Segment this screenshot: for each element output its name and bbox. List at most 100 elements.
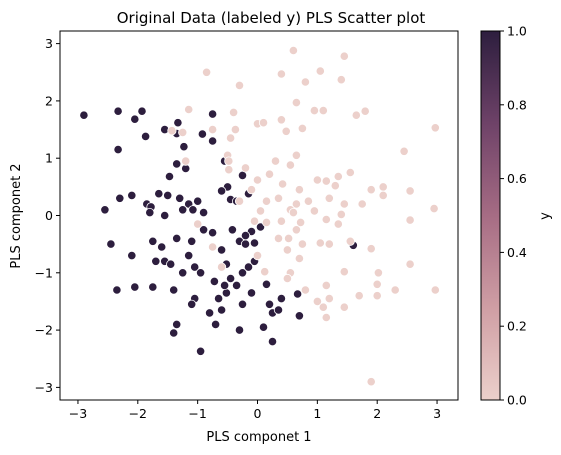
x-tick-label: 3 — [433, 406, 441, 421]
data-point — [321, 214, 331, 225]
colorbar-tick-label: 0.8 — [507, 97, 527, 112]
data-point — [312, 175, 322, 185]
data-point — [184, 104, 194, 115]
x-tick-label: −2 — [129, 406, 147, 421]
data-point — [199, 208, 209, 218]
data-point — [264, 169, 275, 179]
data-point — [217, 305, 227, 315]
data-point — [79, 110, 89, 120]
colorbar-axis: 0.0 0.2 0.4 0.6 0.8 1.0 — [500, 24, 527, 408]
data-point — [378, 182, 388, 192]
data-point — [252, 175, 263, 185]
data-point — [261, 217, 272, 227]
data-point — [249, 238, 260, 248]
data-point — [357, 199, 367, 209]
data-point — [243, 262, 254, 272]
data-point — [282, 273, 292, 284]
data-point — [294, 185, 304, 195]
data-point — [208, 109, 218, 119]
data-point — [130, 282, 140, 292]
y-axis: −3 −2 −1 0 1 2 3 — [35, 36, 60, 395]
data-point — [309, 206, 319, 216]
data-point — [339, 51, 349, 61]
data-point — [112, 285, 122, 295]
data-point — [300, 285, 310, 295]
data-point — [246, 288, 257, 298]
data-point — [211, 319, 221, 329]
data-point — [366, 244, 376, 254]
data-point — [288, 45, 298, 56]
data-point — [115, 193, 125, 203]
data-point — [220, 280, 230, 290]
data-point — [202, 67, 212, 77]
data-point — [345, 167, 355, 178]
data-point — [179, 142, 189, 152]
data-point — [294, 311, 304, 321]
data-point — [291, 150, 301, 160]
data-point — [270, 156, 281, 166]
data-point — [321, 312, 331, 323]
x-tick-label: 2 — [373, 406, 381, 421]
chart-title: Original Data (labeled y) PLS Scatter pl… — [117, 9, 426, 27]
data-point — [237, 299, 248, 309]
data-point — [169, 285, 179, 295]
data-point — [309, 106, 319, 116]
data-point — [237, 268, 248, 278]
data-point — [430, 123, 440, 133]
colorbar — [481, 31, 500, 400]
data-point — [234, 196, 245, 206]
data-point — [178, 127, 188, 137]
data-point — [197, 129, 207, 139]
data-point — [405, 186, 415, 196]
data-point — [330, 181, 340, 191]
data-point — [208, 125, 218, 135]
data-point — [283, 233, 294, 243]
data-point — [217, 245, 227, 255]
data-point — [208, 136, 218, 146]
data-point — [157, 242, 167, 252]
data-point — [277, 179, 288, 189]
data-point — [333, 171, 343, 182]
data-point — [336, 75, 346, 85]
data-point — [321, 176, 331, 186]
data-point — [160, 210, 170, 221]
data-point — [196, 268, 206, 278]
data-point — [221, 288, 231, 298]
data-point — [172, 233, 182, 243]
y-tick-label: −1 — [35, 265, 53, 280]
data-point — [339, 302, 349, 312]
data-point — [276, 69, 286, 79]
data-point — [196, 346, 206, 356]
data-point — [321, 280, 331, 290]
data-point — [226, 273, 236, 284]
data-point — [246, 185, 257, 195]
data-point — [273, 193, 284, 203]
data-point — [145, 208, 155, 218]
data-point — [187, 236, 197, 246]
data-point — [184, 251, 194, 261]
data-point — [127, 251, 137, 261]
data-point — [208, 228, 218, 238]
colorbar-tick-label: 0.0 — [507, 393, 527, 408]
data-point — [151, 256, 161, 266]
x-axis-label: PLS componet 1 — [206, 430, 311, 445]
x-tick-label: −1 — [188, 406, 206, 421]
x-tick-label: −3 — [69, 406, 87, 421]
colorbar-tick-label: 0.4 — [507, 245, 527, 260]
data-point — [336, 209, 346, 219]
colorbar-tick-label: 0.6 — [507, 171, 527, 186]
plot-frame — [59, 30, 459, 401]
data-point — [172, 159, 182, 169]
y-tick-label: −3 — [35, 380, 53, 395]
data-point — [188, 205, 198, 215]
data-point — [405, 215, 415, 225]
data-point — [175, 193, 185, 203]
data-point — [378, 190, 388, 200]
data-point — [148, 282, 158, 292]
data-point — [163, 190, 173, 200]
data-point — [300, 77, 310, 87]
data-point — [127, 190, 137, 200]
data-point — [193, 219, 203, 229]
data-point — [217, 186, 227, 196]
